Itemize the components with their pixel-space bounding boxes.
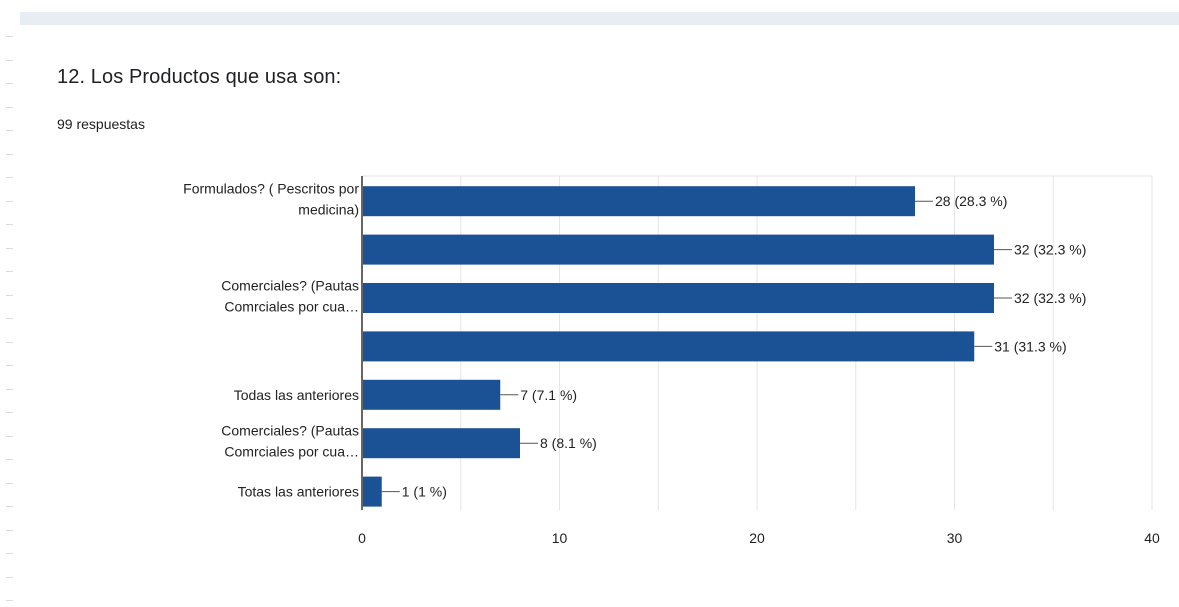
- rail-tick: [6, 107, 13, 108]
- data-label: 28 (28.3 %): [935, 193, 1007, 209]
- rail-tick: [6, 248, 13, 249]
- category-label: Formulados? ( Pescritos por: [183, 181, 359, 197]
- x-tick-label: 10: [552, 530, 568, 546]
- bar: [363, 186, 915, 217]
- rail-tick: [6, 342, 13, 343]
- rail-tick: [6, 459, 13, 460]
- category-label: Comrciales por cua…: [224, 444, 359, 460]
- response-count: 99 respuestas: [57, 116, 145, 132]
- data-label: 32 (32.3 %): [1014, 242, 1086, 258]
- rail-tick: [6, 365, 13, 366]
- category-label: Totas las anteriores: [238, 484, 359, 500]
- rail-tick: [6, 577, 13, 578]
- x-tick-label: 30: [947, 530, 963, 546]
- data-label: 32 (32.3 %): [1014, 290, 1086, 306]
- category-label: Comerciales? (Pautas: [221, 278, 359, 294]
- rail-tick: [6, 483, 13, 484]
- data-label: 1 (1 %): [402, 484, 447, 500]
- category-label: Comerciales? (Pautas: [221, 423, 359, 439]
- bar: [363, 234, 994, 265]
- rail-tick: [6, 130, 13, 131]
- data-label: 8 (8.1 %): [540, 435, 597, 451]
- rail-tick: [6, 60, 13, 61]
- rail-tick: [6, 318, 13, 319]
- rail-tick: [6, 530, 13, 531]
- data-label: 7 (7.1 %): [520, 387, 577, 403]
- rail-tick: [6, 506, 13, 507]
- top-accent-strip: [20, 12, 1179, 25]
- rail-tick: [6, 436, 13, 437]
- data-label: 31 (31.3 %): [994, 338, 1066, 354]
- rail-tick: [6, 412, 13, 413]
- rail-tick: [6, 177, 13, 178]
- rail-tick: [6, 36, 13, 37]
- rail-tick: [6, 224, 13, 225]
- bar: [363, 379, 501, 410]
- left-rail: [6, 30, 14, 607]
- x-tick-label: 20: [749, 530, 765, 546]
- rail-tick: [6, 154, 13, 155]
- rail-tick: [6, 600, 13, 601]
- rail-tick: [6, 83, 13, 84]
- category-label: medicina): [298, 202, 359, 218]
- question-title: 12. Los Productos que usa son:: [57, 66, 342, 88]
- x-tick-label: 40: [1144, 530, 1160, 546]
- x-tick-label: 0: [358, 530, 366, 546]
- category-label: Todas las anteriores: [234, 387, 359, 403]
- bar: [363, 283, 994, 313]
- rail-tick: [6, 553, 13, 554]
- bar: [363, 428, 520, 459]
- rail-tick: [6, 201, 13, 202]
- category-label: Comrciales por cua…: [224, 299, 359, 315]
- rail-tick: [6, 295, 13, 296]
- bar: [363, 476, 382, 507]
- rail-tick: [6, 389, 13, 390]
- rail-tick: [6, 271, 13, 272]
- bar: [363, 331, 975, 362]
